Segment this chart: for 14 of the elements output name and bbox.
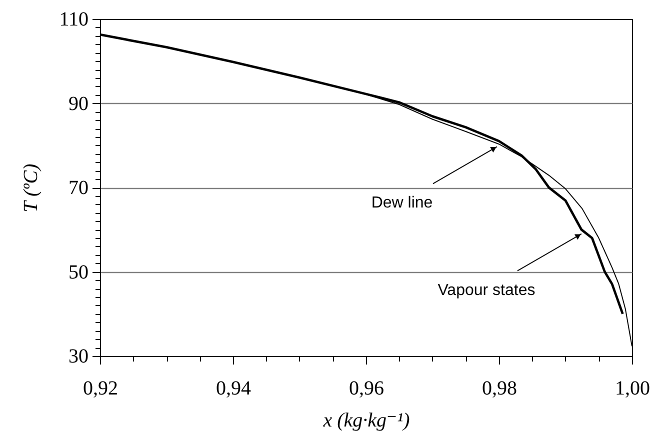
y-tick-label: 110 <box>59 8 88 30</box>
y-tick-label: 70 <box>68 177 88 199</box>
annotation: Dew line <box>371 194 433 212</box>
x-tick-label: 1,00 <box>615 378 650 400</box>
y-tick-label: 90 <box>68 92 88 115</box>
y-tick-label: 50 <box>68 261 88 284</box>
y-axis-title: T (ºC) <box>20 163 42 212</box>
x-tick-label: 0,98 <box>482 378 517 400</box>
annotation: Vapour states <box>438 282 536 299</box>
y-tick-label: 30 <box>68 346 88 368</box>
x-axis-title: x (kg·kg⁻¹) <box>322 410 410 432</box>
x-tick-label: 0,92 <box>83 378 118 400</box>
x-tick-label: 0,94 <box>216 378 251 400</box>
x-tick-label: 0,96 <box>349 378 384 400</box>
